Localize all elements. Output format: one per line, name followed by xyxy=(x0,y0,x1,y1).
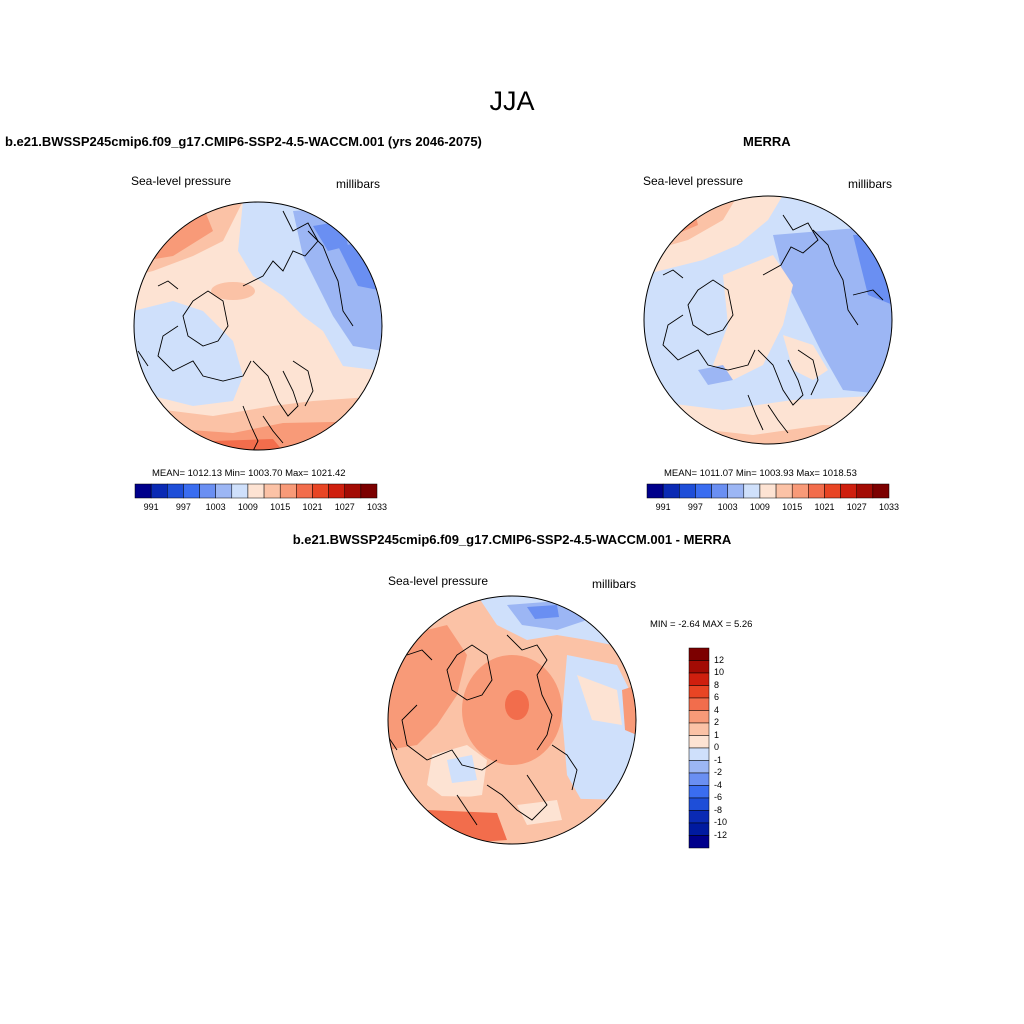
colorbar-tick-label: 1015 xyxy=(782,502,803,512)
colorbar-swatch xyxy=(688,785,710,799)
colorbar-tick-label: 1003 xyxy=(717,502,738,512)
colorbar-swatch xyxy=(775,483,793,499)
colorbar-swatch xyxy=(247,483,265,499)
colorbar-tick-label: 1015 xyxy=(270,502,291,512)
colorbar-swatch xyxy=(688,760,710,774)
merra-units-label: millibars xyxy=(848,177,893,191)
colorbar-swatch xyxy=(134,483,152,499)
colorbar-swatch xyxy=(688,660,710,674)
colorbar-tick-label: 6 xyxy=(714,692,720,702)
colorbar-swatch xyxy=(759,483,777,499)
colorbar-swatch xyxy=(688,772,710,786)
colorbar-tick-label: -6 xyxy=(714,792,723,802)
colorbar-tick-label: -1 xyxy=(714,754,723,765)
colorbar-tick-label: -8 xyxy=(714,804,723,815)
colorbar-swatch xyxy=(695,483,712,499)
colorbar-tick-label: 991 xyxy=(655,502,671,512)
colorbar-tick-label: 4 xyxy=(714,704,720,715)
colorbar-swatch xyxy=(688,810,710,824)
colorbar-swatch xyxy=(215,483,233,499)
colorbar-swatch xyxy=(688,672,710,686)
model-polar-map xyxy=(133,201,383,451)
merra-colorbar xyxy=(646,483,890,499)
colorbar-tick-label: 1003 xyxy=(205,502,226,512)
model-colorbar-ticks: 991 997 1003 1009 1015 1021 1027 1033 xyxy=(135,500,387,514)
model-panel-title: b.e21.BWSSP245cmip6.f09_g17.CMIP6-SSP2-4… xyxy=(5,134,482,149)
colorbar-swatch xyxy=(711,483,728,499)
colorbar-swatch xyxy=(150,483,168,499)
colorbar-swatch xyxy=(840,483,857,499)
colorbar-swatch xyxy=(679,483,696,499)
colorbar-tick-label: 1033 xyxy=(366,502,388,512)
colorbar-swatch xyxy=(688,735,710,749)
colorbar-swatch xyxy=(183,483,200,499)
model-colorbar xyxy=(134,483,378,499)
colorbar-swatch xyxy=(688,747,710,761)
colorbar-tick-label: -10 xyxy=(714,817,728,827)
colorbar-swatch xyxy=(360,483,378,499)
colorbar-swatch xyxy=(688,647,710,661)
colorbar-swatch xyxy=(727,483,745,499)
colorbar-swatch xyxy=(688,697,710,711)
colorbar-tick-label: 1009 xyxy=(749,502,770,512)
merra-polar-map xyxy=(643,195,893,445)
colorbar-swatch xyxy=(808,483,825,499)
merra-panel-title: MERRA xyxy=(743,134,791,149)
colorbar-tick-label: 1021 xyxy=(814,502,835,512)
colorbar-swatch xyxy=(856,483,874,499)
colorbar-tick-label: 997 xyxy=(687,502,703,512)
colorbar-swatch xyxy=(688,722,710,736)
colorbar-swatch xyxy=(688,822,710,836)
colorbar-swatch xyxy=(688,835,710,849)
difference-polar-map xyxy=(387,595,637,845)
difference-panel-title: b.e21.BWSSP245cmip6.f09_g17.CMIP6-SSP2-4… xyxy=(292,532,732,547)
colorbar-swatch xyxy=(662,483,680,499)
colorbar-swatch xyxy=(167,483,184,499)
colorbar-swatch xyxy=(743,483,761,499)
colorbar-tick-label: 1021 xyxy=(302,502,323,512)
colorbar-swatch xyxy=(688,685,710,699)
colorbar-tick-label: -4 xyxy=(714,779,723,790)
colorbar-swatch xyxy=(824,483,841,499)
colorbar-tick-label: 0 xyxy=(714,742,720,752)
model-stats: MEAN= 1012.13 Min= 1003.70 Max= 1021.42 xyxy=(152,468,346,479)
model-units-label: millibars xyxy=(336,177,381,191)
difference-units-label: millibars xyxy=(592,577,637,591)
colorbar-swatch xyxy=(263,483,281,499)
colorbar-tick-label: 1027 xyxy=(846,502,867,512)
colorbar-swatch xyxy=(328,483,345,499)
colorbar-tick-label: 2 xyxy=(714,717,720,727)
colorbar-tick-label: 1033 xyxy=(878,502,900,512)
colorbar-tick-label: -12 xyxy=(714,829,728,840)
colorbar-swatch xyxy=(688,797,710,811)
colorbar-swatch xyxy=(312,483,329,499)
colorbar-tick-label: 997 xyxy=(175,502,191,512)
colorbar-tick-label: 991 xyxy=(143,502,159,512)
colorbar-swatch xyxy=(296,483,313,499)
colorbar-tick-label: -2 xyxy=(714,767,723,777)
difference-colorbar-ticks: 12 10 8 6 4 2 1 0 -1 -2 -4 -6 -8 -10 -12 xyxy=(714,648,754,848)
colorbar-swatch xyxy=(199,483,216,499)
merra-colorbar-ticks: 991 997 1003 1009 1015 1021 1027 1033 xyxy=(647,500,899,514)
colorbar-tick-label: 1027 xyxy=(334,502,355,512)
colorbar-swatch xyxy=(279,483,297,499)
difference-stats: MIN = -2.64 MAX = 5.26 xyxy=(650,619,753,630)
merra-variable-label: Sea-level pressure xyxy=(643,174,744,188)
colorbar-tick-label: 1 xyxy=(714,729,720,740)
colorbar-swatch xyxy=(688,710,710,724)
main-title: JJA xyxy=(489,86,535,116)
colorbar-swatch xyxy=(791,483,809,499)
model-variable-label: Sea-level pressure xyxy=(131,174,232,188)
colorbar-swatch xyxy=(344,483,362,499)
difference-variable-label: Sea-level pressure xyxy=(388,574,489,588)
colorbar-tick-label: 8 xyxy=(714,679,720,690)
merra-stats: MEAN= 1011.07 Min= 1003.93 Max= 1018.53 xyxy=(664,468,857,479)
colorbar-tick-label: 1009 xyxy=(237,502,258,512)
colorbar-tick-label: 12 xyxy=(714,654,725,665)
colorbar-swatch xyxy=(231,483,249,499)
difference-colorbar xyxy=(688,647,710,849)
colorbar-swatch xyxy=(646,483,664,499)
colorbar-swatch xyxy=(872,483,890,499)
colorbar-tick-label: 10 xyxy=(714,667,725,677)
